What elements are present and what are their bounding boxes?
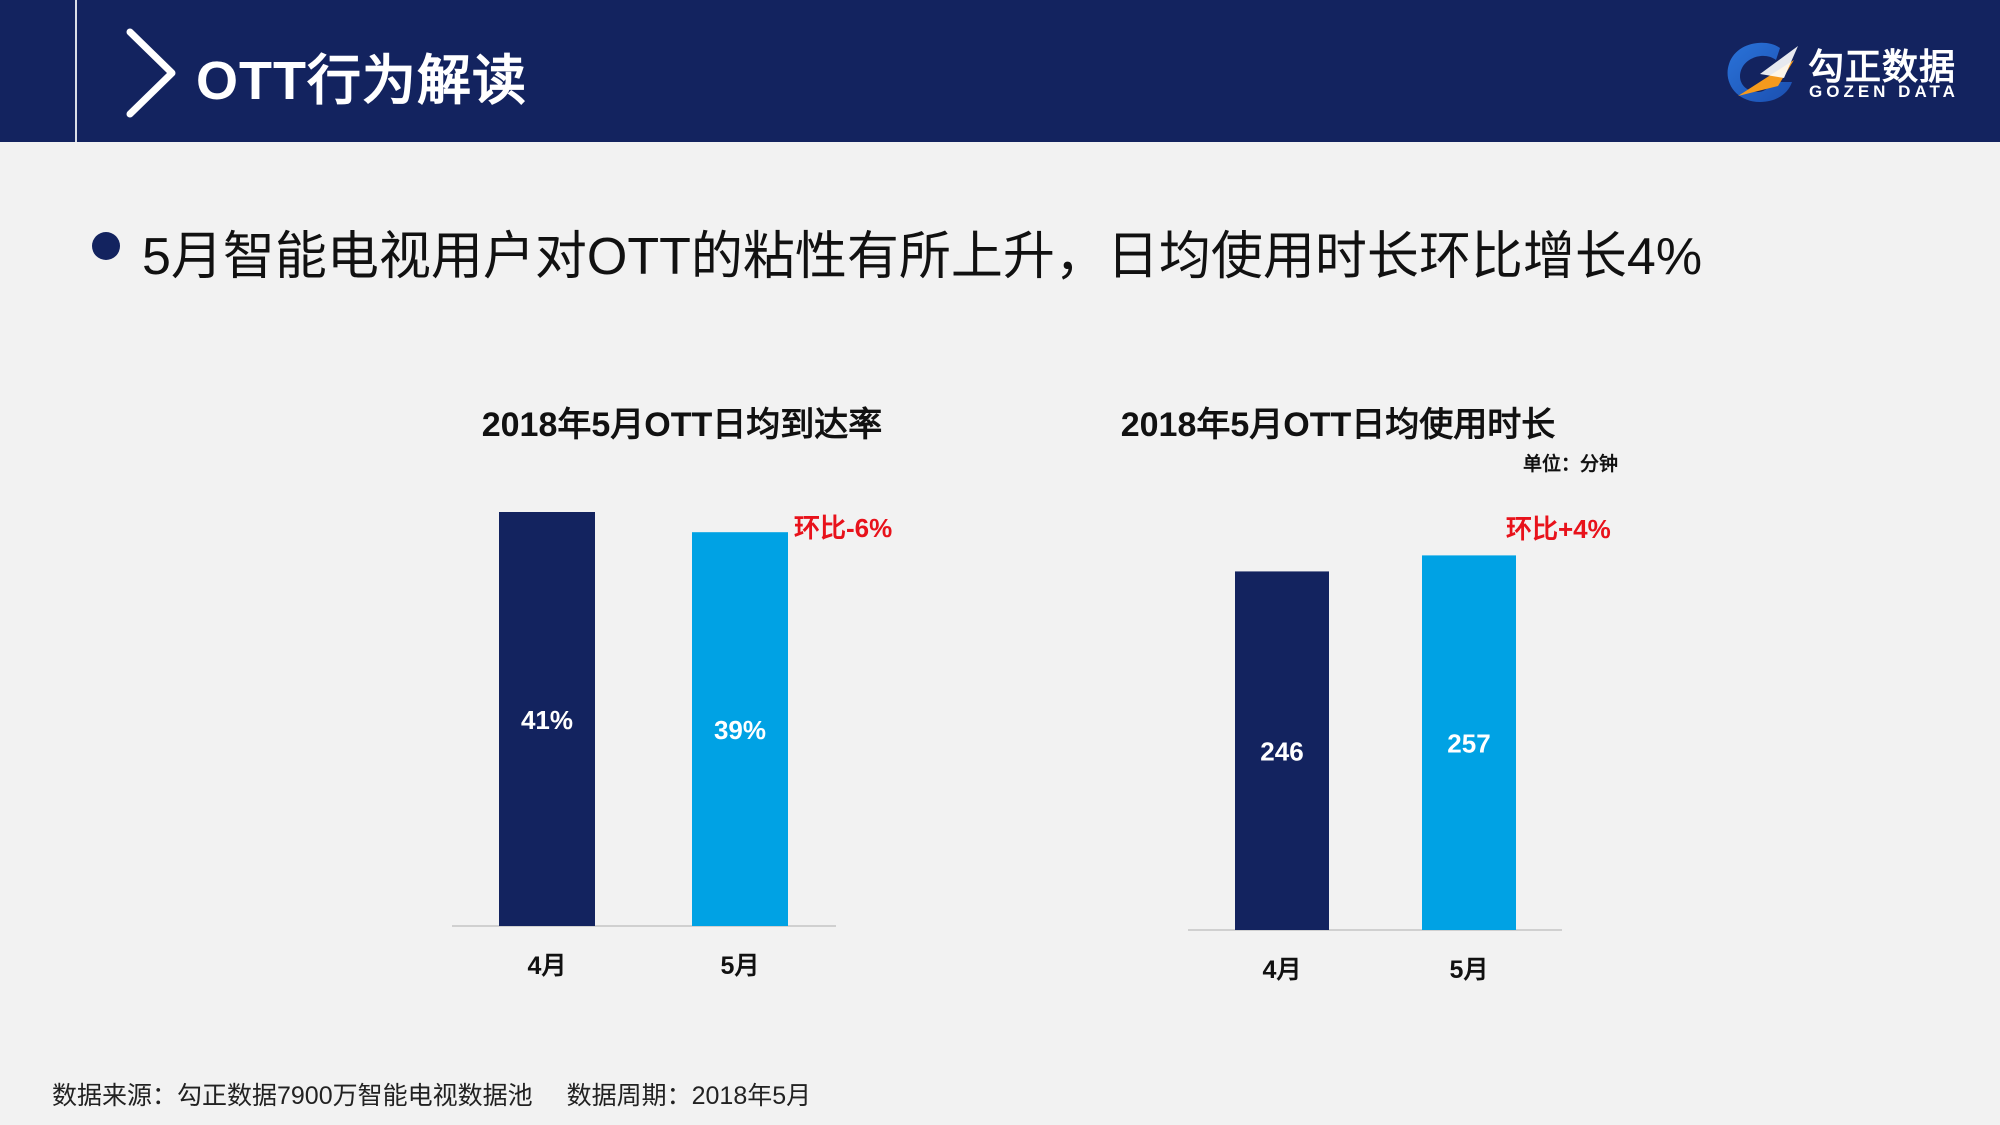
chart-1-value-label-2: 39% bbox=[714, 715, 766, 745]
chart-2-change-label: 环比+4% bbox=[1506, 514, 1611, 544]
chart-2-title: 2018年5月OTT日均使用时长 bbox=[1121, 406, 1556, 444]
headline: 5月智能电视用户对OTT的粘性有所上升，日均使用时长环比增长4% bbox=[142, 228, 1703, 286]
logo-mark-icon bbox=[1727, 42, 1798, 102]
chart-2-value-label-1: 246 bbox=[1260, 737, 1303, 767]
chevron-right-icon bbox=[126, 28, 176, 118]
chart-1-value-label-1: 41% bbox=[521, 705, 573, 735]
chart-1-bar-2 bbox=[692, 532, 788, 926]
chart-2-category-label-1: 4月 bbox=[1263, 956, 1302, 984]
source-text: 数据来源：勾正数据7900万智能电视数据池 bbox=[52, 1082, 533, 1110]
chart-2-value-label-2: 257 bbox=[1447, 729, 1490, 759]
logo-text-cn: 勾正数据 bbox=[1808, 46, 1957, 87]
company-logo: 勾正数据 GOZEN DATA bbox=[1720, 34, 1976, 110]
chart-1-bar-1 bbox=[499, 512, 595, 926]
bullet-dot bbox=[92, 232, 120, 260]
chart-1-title: 2018年5月OTT日均到达率 bbox=[482, 406, 883, 444]
period-text: 数据周期：2018年5月 bbox=[566, 1082, 812, 1110]
chart-2-category-label-2: 5月 bbox=[1450, 956, 1489, 984]
chart-1-change-label: 环比-6% bbox=[794, 513, 892, 543]
chart-1-category-label-1: 4月 bbox=[528, 952, 567, 980]
header-bar: OTT行为解读 勾正数据 GOZEN DATA bbox=[0, 0, 2000, 142]
chart-1-category-label-2: 5月 bbox=[721, 952, 760, 980]
logo-text-en: GOZEN DATA bbox=[1809, 82, 1959, 101]
page-title: OTT行为解读 bbox=[196, 51, 527, 111]
header-divider bbox=[75, 0, 77, 142]
source-note: 数据来源：勾正数据7900万智能电视数据池 数据周期：2018年5月 bbox=[52, 1076, 811, 1112]
chart-2-bar-2 bbox=[1422, 555, 1516, 930]
chart-2-unit-label: 单位：分钟 bbox=[1523, 452, 1618, 475]
chart-2-bar-1 bbox=[1235, 571, 1329, 930]
